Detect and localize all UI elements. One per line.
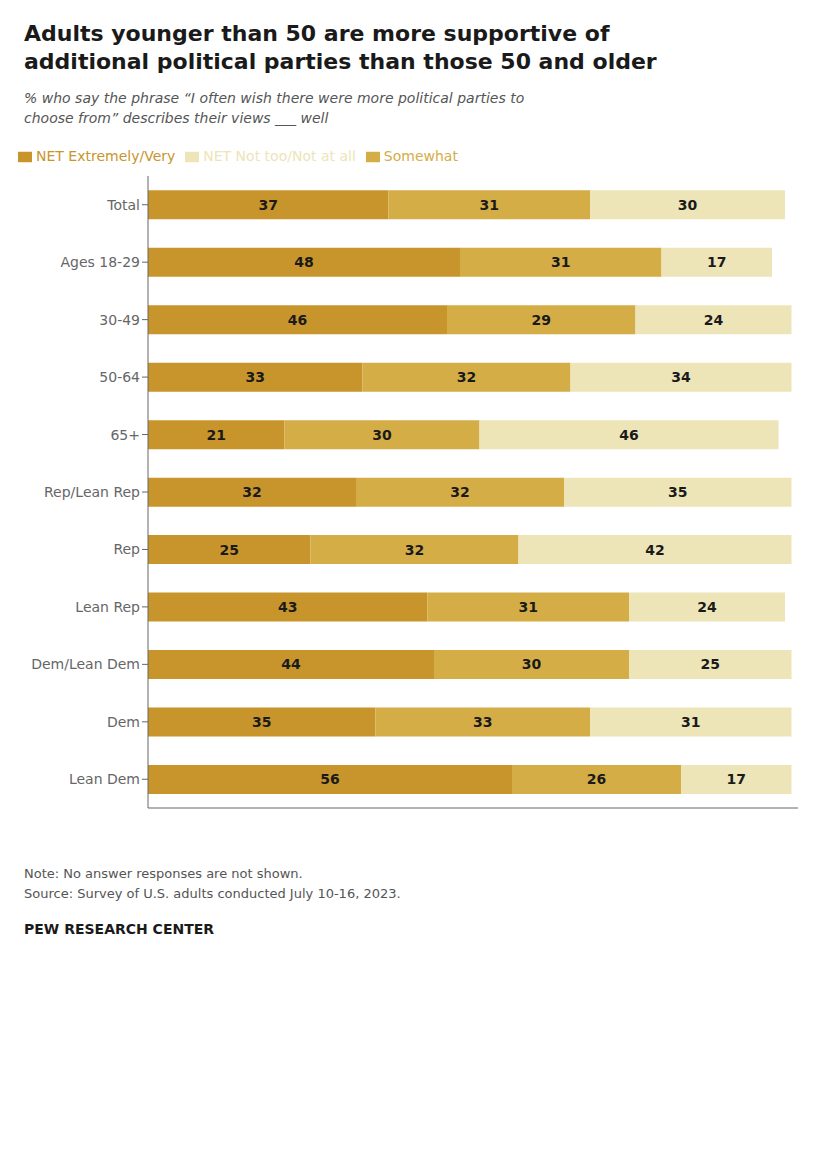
- svg-text:32: 32: [405, 542, 424, 558]
- svg-text:Total: Total: [106, 197, 140, 213]
- svg-text:33: 33: [473, 714, 492, 730]
- svg-text:65+: 65+: [110, 427, 140, 443]
- svg-text:48: 48: [294, 254, 313, 270]
- svg-text:21: 21: [207, 427, 226, 443]
- html-text:PEW RESEARCH CENTER: PEW RESEARCH CENTER: [24, 921, 215, 938]
- svg-text:Lean Rep: Lean Rep: [75, 599, 140, 615]
- svg-text:17: 17: [727, 772, 746, 788]
- svg-text:32: 32: [450, 484, 469, 500]
- svg-text:30-49: 30-49: [99, 312, 140, 328]
- svg-text:Lean Dem: Lean Dem: [69, 771, 140, 787]
- svg-text:29: 29: [532, 312, 551, 328]
- svg-text:32: 32: [457, 369, 476, 385]
- svg-text:31: 31: [681, 714, 700, 730]
- html-text:Somewhat: Somewhat: [383, 148, 458, 165]
- svg-text:46: 46: [619, 427, 638, 443]
- html-text:Source: Survey of U.S. adults: Source: Survey of U.S. adults conducted …: [24, 885, 401, 901]
- svg-text:Rep/Lean Rep: Rep/Lean Rep: [44, 484, 140, 500]
- html-text:Adults younger than 50 are mor: Adults younger than 50 are more supporti…: [24, 21, 657, 74]
- svg-text:Dem: Dem: [107, 714, 140, 730]
- html-text:NET Not too/Not at all: NET Not too/Not at all: [203, 148, 356, 165]
- svg-text:56: 56: [320, 772, 339, 788]
- svg-text:26: 26: [587, 772, 606, 788]
- svg-text:42: 42: [645, 542, 664, 558]
- svg-text:44: 44: [281, 657, 301, 673]
- svg-text:43: 43: [278, 599, 297, 615]
- svg-text:Dem/Lean Dem: Dem/Lean Dem: [31, 657, 140, 673]
- svg-text:34: 34: [671, 369, 691, 385]
- html-text:% who say the phrase “I often: % who say the phrase “I often wish there…: [24, 90, 525, 126]
- svg-text:25: 25: [220, 542, 239, 558]
- html-text:Note: No answer responses are: Note: No answer responses are not shown.: [24, 866, 303, 882]
- svg-text:31: 31: [551, 254, 570, 270]
- svg-text:Rep: Rep: [113, 542, 140, 558]
- svg-text:35: 35: [252, 714, 271, 730]
- svg-text:25: 25: [701, 657, 720, 673]
- svg-text:37: 37: [259, 197, 278, 213]
- svg-text:31: 31: [519, 599, 538, 615]
- svg-text:30: 30: [678, 197, 698, 213]
- svg-text:35: 35: [668, 484, 687, 500]
- svg-text:46: 46: [288, 312, 307, 328]
- svg-text:30: 30: [522, 657, 542, 673]
- svg-text:24: 24: [704, 312, 724, 328]
- svg-text:50-64: 50-64: [99, 369, 140, 385]
- svg-text:30: 30: [372, 427, 392, 443]
- svg-text:17: 17: [707, 254, 726, 270]
- svg-text:31: 31: [480, 197, 499, 213]
- html-text:NET Extremely/Very: NET Extremely/Very: [36, 148, 176, 165]
- svg-text:Ages 18-29: Ages 18-29: [60, 254, 140, 270]
- svg-text:33: 33: [246, 369, 265, 385]
- svg-text:24: 24: [697, 599, 717, 615]
- svg-text:32: 32: [242, 484, 261, 500]
